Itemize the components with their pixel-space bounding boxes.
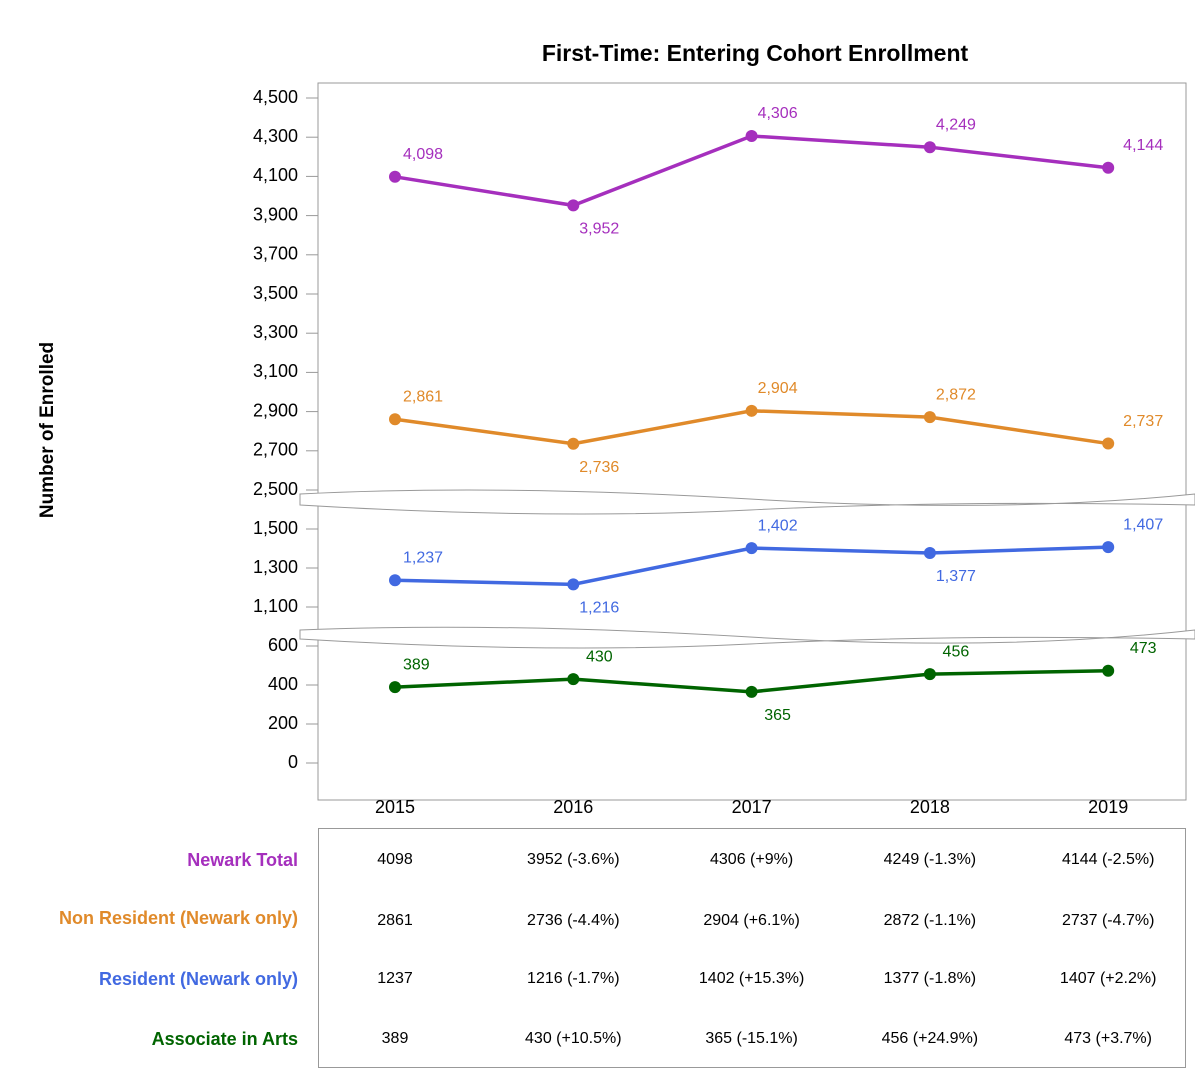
- data-point: [923, 411, 936, 424]
- y-tick-label: 2,900: [253, 400, 298, 420]
- x-tick-label: 2018: [910, 797, 950, 817]
- data-point: [389, 413, 401, 426]
- y-tick-label: 3,100: [253, 361, 298, 381]
- table-cell: 4306 (+9%): [710, 851, 794, 868]
- row-label: Associate in Arts: [151, 1029, 298, 1049]
- table-cell: 1237: [377, 970, 413, 987]
- data-label: 1,402: [758, 517, 798, 534]
- y-tick-label: 2,500: [253, 479, 298, 499]
- data-label: 456: [943, 643, 970, 660]
- x-tick-label: 2016: [553, 797, 593, 817]
- table-cell: 456 (+24.9%): [881, 1030, 979, 1047]
- x-tick-label: 2015: [375, 797, 415, 817]
- data-point: [567, 673, 580, 686]
- row-label: Resident (Newark only): [98, 969, 298, 989]
- y-tick-label: 0: [288, 752, 298, 772]
- table-cell: 365 (-15.1%): [705, 1030, 798, 1047]
- data-label: 1,237: [403, 550, 443, 567]
- x-tick-label: 2019: [1088, 797, 1128, 817]
- table-cell: 2872 (-1.1%): [883, 912, 977, 929]
- data-point: [745, 130, 758, 143]
- data-label: 4,098: [403, 146, 443, 163]
- table-cell: 4144 (-2.5%): [1061, 851, 1155, 868]
- data-point: [567, 199, 580, 212]
- table-cell: 473 (+3.7%): [1064, 1030, 1152, 1047]
- y-tick-label: 400: [268, 674, 298, 694]
- data-label: 2,872: [936, 386, 976, 403]
- data-label: 365: [764, 707, 791, 724]
- chart: First-Time: Entering Cohort Enrollment N…: [37, 40, 1195, 817]
- data-label: 3,952: [579, 221, 619, 238]
- row-label: Non Resident (Newark only): [58, 908, 298, 928]
- plot-frame: [317, 82, 1187, 801]
- data-table: Newark Total 4098 3952 (-3.6%) 4306 (+9%) 42…: [0, 828, 1195, 1068]
- data-point: [745, 404, 758, 417]
- y-tick-label: 2,700: [253, 440, 298, 460]
- data-label: 389: [403, 656, 430, 673]
- table-cell: 430 (+10.5%): [525, 1030, 622, 1047]
- data-label: 1,216: [579, 600, 619, 617]
- x-tick-label: 2017: [732, 797, 772, 817]
- y-tick-label: 3,500: [253, 283, 298, 303]
- data-label: 1,377: [936, 568, 976, 585]
- table-cell: 2737 (-4.7%): [1061, 912, 1155, 929]
- table-cell: 1402 (+15.3%): [698, 970, 805, 987]
- data-label: 4,306: [758, 105, 798, 122]
- table-cell: 4098: [377, 851, 413, 868]
- data-point: [745, 685, 758, 698]
- data-point: [923, 141, 936, 154]
- y-tick-label: 3,700: [253, 244, 298, 264]
- row-label: Newark Total: [187, 850, 298, 870]
- table-cell: 2736 (-4.4%): [527, 912, 620, 929]
- data-point: [1102, 541, 1115, 554]
- axis-break: [299, 489, 1195, 515]
- y-tick-label: 1,500: [253, 518, 298, 538]
- table-cell: 4249 (-1.3%): [883, 851, 977, 868]
- data-label: 473: [1130, 640, 1157, 657]
- data-point: [389, 170, 401, 183]
- y-axis-label: Number of Enrolled: [37, 342, 58, 518]
- table-cell: 1377 (-1.8%): [883, 970, 977, 987]
- series-line: [394, 134, 1109, 208]
- data-label: 430: [586, 648, 613, 665]
- data-label: 1,407: [1123, 516, 1163, 533]
- y-tick-label: 3,900: [253, 204, 298, 224]
- data-point: [567, 578, 580, 591]
- data-label: 2,904: [758, 380, 798, 397]
- y-tick-label: 4,100: [253, 165, 298, 185]
- table-cell: 2904 (+6.1%): [703, 912, 800, 929]
- data-point: [1102, 664, 1115, 677]
- y-tick-label: 4,500: [253, 87, 298, 107]
- y-tick-label: 3,300: [253, 322, 298, 342]
- axis-break: [299, 626, 1195, 649]
- data-label: 4,144: [1123, 137, 1163, 154]
- table-cell: 2861: [377, 912, 413, 929]
- y-tick-label: 4,300: [253, 126, 298, 146]
- data-label: 4,249: [936, 116, 976, 133]
- y-tick-label: 600: [268, 635, 298, 655]
- data-point: [1102, 161, 1115, 174]
- table-cell: 3952 (-3.6%): [527, 851, 620, 868]
- data-point: [389, 574, 401, 587]
- data-point: [567, 437, 580, 450]
- data-point: [1102, 437, 1115, 450]
- table-cell: 1407 (+2.2%): [1059, 970, 1157, 987]
- y-tick-label: 200: [268, 713, 298, 733]
- table-frame: [318, 828, 1186, 1068]
- data-point: [923, 668, 936, 681]
- y-tick-label: 1,100: [253, 596, 298, 616]
- chart-title: First-Time: Entering Cohort Enrollment: [542, 40, 969, 66]
- data-point: [745, 542, 758, 555]
- table-cell: 389: [381, 1030, 409, 1047]
- data-label: 2,737: [1123, 413, 1163, 430]
- data-point: [923, 546, 936, 559]
- y-tick-label: 1,300: [253, 557, 298, 577]
- data-point: [389, 681, 401, 694]
- table-cell: 1216 (-1.7%): [527, 970, 620, 987]
- data-label: 2,736: [579, 459, 619, 476]
- data-label: 2,861: [403, 388, 443, 405]
